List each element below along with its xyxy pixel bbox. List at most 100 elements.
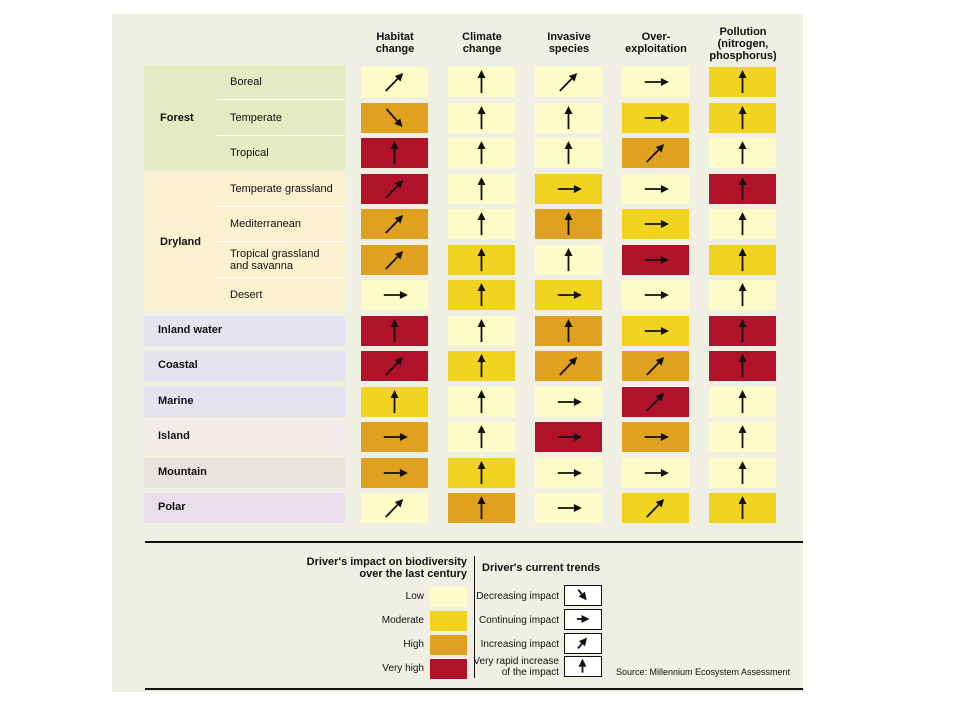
arrow-head xyxy=(660,184,669,193)
cell-pollution-moderate xyxy=(709,244,776,275)
cell-habitat-low xyxy=(361,280,428,310)
arrow-head xyxy=(573,184,582,193)
cell-pollution-low xyxy=(709,422,776,452)
arrow-head xyxy=(564,105,573,114)
arrow-head xyxy=(390,141,399,149)
cell-invasive-low xyxy=(535,493,602,523)
arrow-head xyxy=(394,250,404,260)
arrow-head xyxy=(573,468,582,477)
very-rapid-arrow-icon xyxy=(738,354,747,378)
arrow-shaft xyxy=(577,643,583,649)
continuing-arrow-icon xyxy=(644,255,669,264)
trend-box-very-rapid xyxy=(564,656,602,677)
column-header-line: Pollution xyxy=(719,26,767,38)
cell-habitat-very-high xyxy=(361,138,428,168)
cell-pollution-low xyxy=(709,209,776,239)
arrow-shaft xyxy=(646,397,660,412)
very-rapid-arrow-icon xyxy=(477,70,486,94)
arrow-head xyxy=(477,70,486,78)
increasing-arrow-icon xyxy=(385,179,404,199)
cell-habitat-high xyxy=(361,209,428,239)
cell-pollution-very-high xyxy=(709,173,776,204)
cell-pollution-very-high xyxy=(709,315,776,346)
very-rapid-arrow-icon xyxy=(477,212,486,236)
very-rapid-arrow-icon xyxy=(390,318,399,342)
cell-habitat-very-high xyxy=(361,351,428,381)
arrow-head xyxy=(660,433,669,441)
arrow-head xyxy=(655,357,665,366)
cell-climate-low xyxy=(448,173,515,204)
very-rapid-arrow-icon xyxy=(564,212,573,236)
continuing-arrow-icon xyxy=(644,184,669,193)
cell-invasive-moderate xyxy=(535,280,602,310)
increasing-arrow-icon xyxy=(385,357,404,376)
continuing-arrow-icon xyxy=(644,468,669,477)
arrow-head xyxy=(660,468,669,477)
arrow-head xyxy=(738,105,747,114)
subrow-divider xyxy=(217,241,345,242)
row-label-line: Temperate grassland xyxy=(230,182,333,195)
cell-invasive-low xyxy=(535,102,602,133)
cell-over-low xyxy=(622,457,689,488)
very-rapid-arrow-icon xyxy=(738,425,747,449)
cell-invasive-low xyxy=(535,67,602,97)
cell-habitat-very-high xyxy=(361,173,428,204)
subrow-divider xyxy=(217,205,345,207)
cell-climate-moderate xyxy=(448,244,515,275)
cell-habitat-low xyxy=(361,67,428,97)
cell-over-low xyxy=(622,173,689,204)
cell-pollution-moderate xyxy=(709,493,776,523)
row-label-line: Tropical grassland xyxy=(230,247,320,260)
arrow-head xyxy=(738,247,747,256)
arrow-head xyxy=(655,499,665,508)
row-label: Tropical xyxy=(230,147,269,159)
cell-pollution-low xyxy=(709,457,776,488)
cell-pollution-low xyxy=(709,386,776,417)
very-rapid-arrow-icon xyxy=(477,176,486,200)
cell-over-moderate xyxy=(622,493,689,523)
very-rapid-arrow-icon xyxy=(477,354,486,378)
very-rapid-arrow-icon xyxy=(477,496,486,520)
impact-legend-title-line1: Driver's impact on biodiversity xyxy=(306,556,467,568)
cell-climate-low xyxy=(448,315,515,346)
arrow-head xyxy=(564,212,573,220)
arrow-head xyxy=(477,212,486,220)
column-header-habitat: Habitat change xyxy=(351,31,439,55)
arrow-shaft xyxy=(646,504,660,518)
very-rapid-arrow-icon xyxy=(578,658,587,673)
cell-habitat-low xyxy=(361,493,428,523)
arrow-head xyxy=(581,615,590,623)
trend-box-increasing xyxy=(564,633,602,654)
arrow-head xyxy=(568,73,578,82)
arrow-head xyxy=(477,425,486,433)
cell-climate-low xyxy=(448,102,515,133)
cell-climate-low xyxy=(448,138,515,168)
group-label: Mountain xyxy=(158,465,207,478)
trend-label-line: Continuing impact xyxy=(478,615,559,626)
cell-climate-moderate xyxy=(448,457,515,488)
cell-over-high xyxy=(622,351,689,381)
subrow-divider xyxy=(217,276,345,278)
arrow-shaft xyxy=(559,362,573,376)
row-label-line: Temperate xyxy=(230,111,282,124)
arrow-head xyxy=(738,70,747,78)
very-rapid-arrow-icon xyxy=(738,141,747,165)
arrow-head xyxy=(394,73,404,82)
row-label: Tropical grassland and savanna xyxy=(230,248,319,272)
arrow-shaft xyxy=(385,362,399,376)
arrow-head xyxy=(738,354,747,362)
continuing-arrow-icon xyxy=(557,468,582,477)
column-header-line: phosphorus) xyxy=(709,50,777,62)
arrow-head xyxy=(655,144,665,153)
arrow-head xyxy=(738,389,747,398)
subrow-divider xyxy=(217,99,345,100)
column-header-line: change xyxy=(462,43,502,55)
increasing-arrow-icon xyxy=(577,637,588,649)
arrow-shaft xyxy=(559,78,573,92)
cell-habitat-high xyxy=(361,457,428,488)
cell-over-high xyxy=(622,138,689,168)
row-label: Temperate grassland xyxy=(230,183,333,195)
arrow-head xyxy=(573,397,582,406)
decreasing-arrow-icon xyxy=(577,589,587,601)
subrow-divider xyxy=(217,134,345,136)
